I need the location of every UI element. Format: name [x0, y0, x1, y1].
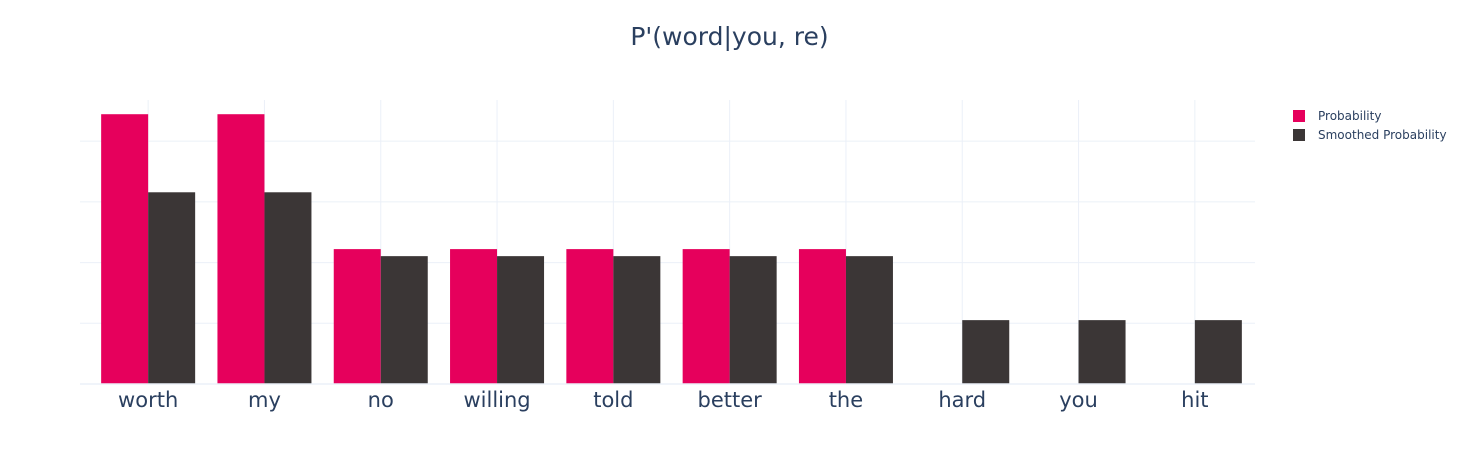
bar-smoothed-probability-no[interactable] — [380, 256, 428, 384]
x-tick-label: no — [368, 388, 394, 412]
legend-swatch-smoothed-probability — [1293, 128, 1305, 141]
x-tick-label: the — [829, 388, 863, 412]
bar-probability-the[interactable] — [798, 249, 846, 384]
bar-smoothed-probability-willing[interactable] — [497, 256, 545, 384]
x-tick-label: willing — [463, 388, 530, 412]
bar-smoothed-probability-hard[interactable] — [962, 320, 1010, 384]
x-tick-label: better — [698, 388, 763, 412]
bar-smoothed-probability-better[interactable] — [729, 256, 777, 384]
bar-probability-my[interactable] — [217, 114, 265, 385]
bar-smoothed-probability-worth[interactable] — [148, 192, 196, 384]
bar-probability-worth[interactable] — [101, 114, 149, 385]
bar-probability-better[interactable] — [682, 249, 730, 384]
x-tick-label: hit — [1181, 388, 1208, 412]
chart-title: P'(word|you, re) — [630, 22, 829, 51]
x-tick-label: worth — [118, 388, 178, 412]
bar-smoothed-probability-you[interactable] — [1078, 320, 1126, 384]
legend-label-probability: Probability — [1318, 108, 1382, 123]
bar-probability-willing[interactable] — [450, 249, 498, 384]
x-tick-label: hard — [938, 388, 986, 412]
bar-smoothed-probability-the[interactable] — [845, 256, 893, 384]
bar-smoothed-probability-told[interactable] — [613, 256, 661, 384]
legend-item-probability[interactable]: Probability — [1293, 106, 1447, 125]
bar-smoothed-probability-hit[interactable] — [1194, 320, 1242, 384]
bar-smoothed-probability-my[interactable] — [264, 192, 312, 384]
bars — [101, 114, 1242, 385]
legend-swatch-probability — [1293, 109, 1305, 122]
x-tick-label: my — [248, 388, 281, 412]
x-tick-label: told — [593, 388, 633, 412]
bar-probability-told[interactable] — [566, 249, 614, 384]
bar-probability-no[interactable] — [333, 249, 381, 384]
x-tick-labels: worth my no willing told better the hard you hit — [118, 388, 1208, 412]
legend: Probability Smoothed Probability — [1293, 106, 1447, 144]
legend-label-smoothed-probability: Smoothed Probability — [1318, 127, 1447, 142]
legend-item-smoothed-probability[interactable]: Smoothed Probability — [1293, 125, 1447, 144]
x-tick-label: you — [1059, 388, 1098, 412]
